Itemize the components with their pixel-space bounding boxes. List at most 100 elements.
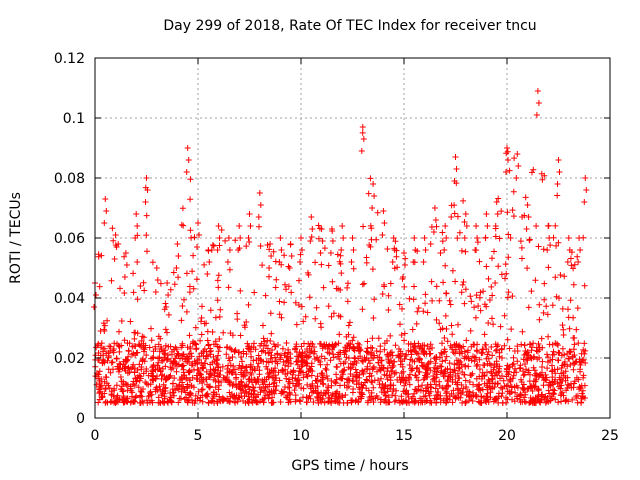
data-point xyxy=(263,342,270,349)
data-point xyxy=(134,296,141,303)
data-point xyxy=(576,235,583,241)
data-point xyxy=(345,364,352,371)
data-point xyxy=(421,348,428,355)
data-point xyxy=(458,345,465,351)
data-point xyxy=(245,376,252,383)
data-point xyxy=(381,371,388,378)
data-point xyxy=(432,360,439,367)
data-point xyxy=(436,320,443,327)
data-point xyxy=(335,340,342,347)
data-point xyxy=(508,326,515,333)
data-point xyxy=(322,365,329,372)
data-point xyxy=(555,349,562,356)
data-point xyxy=(143,368,150,375)
data-point xyxy=(409,326,416,333)
data-point xyxy=(396,352,403,359)
y-tick-label: 0 xyxy=(76,411,85,427)
data-point xyxy=(243,364,250,370)
data-point xyxy=(298,235,304,241)
data-point xyxy=(561,361,567,368)
data-point xyxy=(263,363,270,370)
data-point xyxy=(239,358,245,365)
data-point xyxy=(327,357,334,364)
data-point xyxy=(373,236,380,243)
data-point xyxy=(458,247,465,254)
data-point xyxy=(531,367,538,374)
data-point xyxy=(514,358,521,365)
data-point xyxy=(292,383,299,390)
data-point xyxy=(308,234,315,240)
data-point xyxy=(143,175,150,181)
data-point xyxy=(116,360,123,367)
data-point xyxy=(504,396,511,403)
data-point xyxy=(106,385,113,392)
data-point xyxy=(306,367,313,373)
data-point xyxy=(101,328,108,334)
data-point xyxy=(526,378,533,385)
data-point xyxy=(483,393,490,400)
data-point xyxy=(545,387,552,394)
data-point xyxy=(369,379,376,386)
data-point xyxy=(111,385,118,392)
data-point xyxy=(355,355,362,362)
data-point xyxy=(411,340,418,347)
data-point xyxy=(461,219,468,225)
data-point xyxy=(205,247,212,253)
data-point xyxy=(412,247,419,253)
data-point xyxy=(278,314,285,321)
data-point xyxy=(226,389,233,396)
data-point xyxy=(517,238,524,245)
data-point xyxy=(314,373,321,380)
data-point xyxy=(540,246,547,253)
data-point xyxy=(370,315,377,321)
data-point xyxy=(191,234,198,241)
data-point xyxy=(505,289,512,296)
data-point xyxy=(211,389,218,396)
data-point xyxy=(116,348,123,355)
data-point xyxy=(480,288,487,295)
data-point xyxy=(260,335,267,342)
data-point xyxy=(555,239,562,246)
data-point xyxy=(455,321,461,328)
data-point xyxy=(179,205,186,212)
data-point xyxy=(381,385,388,392)
data-point xyxy=(210,243,217,249)
data-point xyxy=(325,262,332,269)
data-point xyxy=(543,398,550,405)
data-point xyxy=(224,395,231,402)
data-point xyxy=(345,280,351,287)
data-point xyxy=(441,335,448,341)
data-point xyxy=(496,235,503,242)
data-point xyxy=(582,175,589,181)
data-point xyxy=(326,342,333,349)
data-point xyxy=(425,360,432,366)
data-point xyxy=(549,302,556,309)
data-point xyxy=(214,247,221,253)
data-point xyxy=(247,223,254,229)
data-point xyxy=(422,388,429,395)
data-point xyxy=(583,187,590,193)
data-point xyxy=(142,199,149,205)
data-point xyxy=(368,397,374,403)
data-point xyxy=(378,396,384,403)
data-point xyxy=(391,358,398,365)
data-point xyxy=(329,278,336,285)
data-point xyxy=(283,375,290,382)
data-point xyxy=(579,387,586,394)
data-point xyxy=(314,383,321,390)
data-point xyxy=(344,284,351,291)
data-point xyxy=(145,381,152,388)
data-point xyxy=(475,303,482,309)
data-point xyxy=(131,343,138,349)
data-point xyxy=(399,399,406,406)
data-point xyxy=(171,375,178,382)
data-point xyxy=(102,374,109,380)
data-point xyxy=(188,382,195,389)
data-point xyxy=(362,379,368,386)
data-point xyxy=(506,345,513,352)
data-point xyxy=(473,292,480,299)
y-axis-label: ROTI / TECUs xyxy=(8,192,24,284)
data-point xyxy=(519,384,526,391)
data-point xyxy=(123,356,129,363)
data-point xyxy=(488,375,495,382)
